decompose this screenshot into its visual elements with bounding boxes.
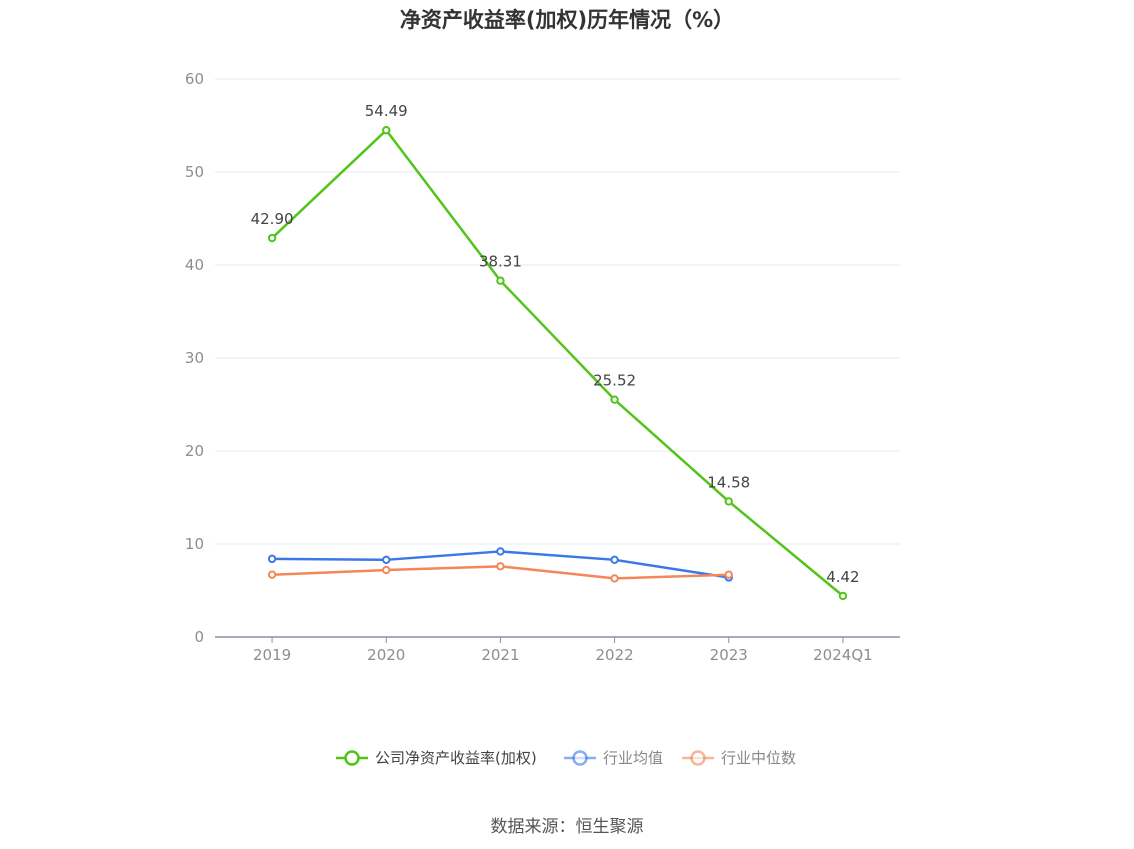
y-tick-label: 40 [185, 256, 204, 274]
legend-marker-0 [344, 750, 360, 766]
data-point [838, 591, 848, 601]
data-point [496, 562, 505, 571]
data-point [496, 547, 505, 556]
data-point [610, 555, 619, 565]
legend-label-2: 行业中位数 [721, 749, 796, 767]
data-point [724, 497, 733, 506]
data-point [382, 565, 391, 575]
data-point [267, 570, 277, 579]
y-tick-label: 30 [185, 349, 204, 367]
data-label: 42.90 [251, 210, 294, 228]
legend-marker-2 [690, 750, 706, 766]
data-point [610, 574, 619, 583]
x-tick-label: 2019 [253, 646, 291, 664]
legend-label-1: 行业均值 [603, 749, 663, 767]
x-tick-label: 2021 [481, 646, 519, 664]
data-point [496, 276, 505, 285]
data-label: 38.31 [479, 253, 522, 271]
x-tick-label: 2020 [367, 646, 405, 664]
x-tick-label: 2024Q1 [813, 646, 873, 664]
y-tick-label: 10 [185, 535, 204, 553]
data-label: 25.52 [593, 372, 636, 390]
data-point [724, 570, 733, 579]
chart-title: 净资产收益率(加权)历年情况（%） [399, 8, 735, 32]
legend-label-0: 公司净资产收益率(加权) [375, 749, 537, 767]
data-point [610, 395, 619, 404]
series-line-0 [271, 128, 844, 597]
legend-marker-1 [572, 750, 588, 766]
data-label: 4.42 [826, 568, 859, 586]
y-tick-label: 60 [185, 70, 204, 88]
data-point [267, 233, 277, 243]
data-point [382, 555, 391, 565]
y-tick-label: 20 [185, 442, 204, 460]
data-point [382, 126, 391, 135]
data-label: 14.58 [707, 473, 750, 491]
y-tick-label: 50 [185, 163, 204, 181]
y-tick-label: 0 [194, 628, 204, 646]
x-tick-label: 2023 [710, 646, 748, 664]
data-point [267, 554, 277, 564]
data-source-note: 数据来源：恒生聚源 [490, 817, 644, 837]
x-tick-label: 2022 [595, 646, 633, 664]
data-label: 54.49 [365, 102, 408, 120]
